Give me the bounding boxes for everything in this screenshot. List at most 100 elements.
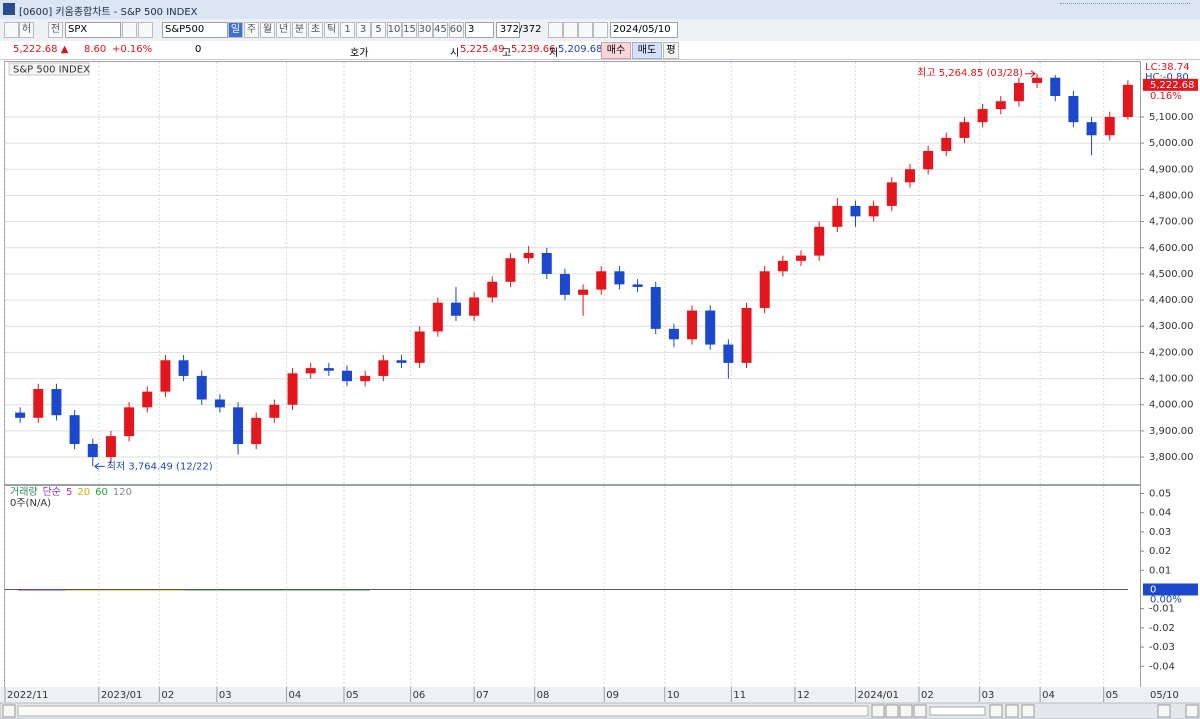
candle-body: [650, 286, 661, 329]
y-tick-label: 4,900.00: [1149, 164, 1194, 175]
market-button[interactable]: 전: [48, 22, 63, 38]
low-annotation: 최저 3,764.49 (12/22): [107, 460, 213, 472]
y-tick-label: 3,800.00: [1149, 452, 1194, 463]
candle-body: [342, 370, 353, 382]
type-button[interactable]: 허: [19, 22, 34, 38]
candle-body: [687, 310, 698, 340]
lc-label: LC:38.74: [1145, 62, 1190, 73]
save-button[interactable]: [578, 22, 593, 38]
quote-volume: 0: [195, 44, 202, 55]
avg-button[interactable]: 평: [663, 42, 679, 59]
period-button[interactable]: 초: [308, 22, 323, 38]
period-button[interactable]: 분: [292, 22, 307, 38]
name-input[interactable]: S&P500: [162, 22, 228, 38]
date-input[interactable]: 2024/05/10: [610, 22, 678, 38]
last-price-box: [1143, 78, 1198, 91]
legend-entry: 20: [77, 487, 90, 498]
candle-body: [977, 109, 988, 123]
y-tick-label: 0.01: [1149, 565, 1171, 576]
background: [0, 60, 1200, 719]
order-book-label: 호가: [350, 48, 369, 59]
sound-button[interactable]: [138, 22, 153, 38]
count-select[interactable]: 3: [465, 22, 494, 38]
candle-body: [269, 404, 280, 418]
interval-button[interactable]: 30: [417, 22, 433, 38]
scroll-left[interactable]: [2, 704, 16, 718]
x-tick-label: 02: [161, 690, 174, 701]
legend-entry: 5: [66, 487, 72, 498]
y-tick-label: -0.03: [1149, 642, 1175, 653]
window-controls[interactable]: [1060, 3, 1190, 16]
x-axis-strip: [0, 687, 1200, 703]
interval-button[interactable]: 5: [371, 22, 386, 38]
nav-button[interactable]: [913, 704, 927, 718]
y-tick-label: -0.02: [1149, 623, 1175, 634]
zoom-in[interactable]: [1185, 704, 1199, 718]
candle-body: [796, 255, 807, 261]
candle-body: [941, 137, 952, 151]
interval-button[interactable]: 60: [448, 22, 464, 38]
interval-button[interactable]: 3: [355, 22, 371, 38]
period-button[interactable]: 일: [228, 22, 243, 38]
last-date-label: 05/10: [1150, 690, 1179, 701]
scroll-thumb[interactable]: [17, 705, 869, 717]
candle-body: [850, 205, 861, 217]
candle-body: [178, 360, 189, 376]
zoom-slider[interactable]: [929, 706, 986, 716]
y-tick-label: 4,300.00: [1149, 321, 1194, 332]
y-tick-label: 5,100.00: [1149, 112, 1194, 123]
last-change: 0.16%: [1150, 91, 1182, 102]
tool-button[interactable]: [989, 704, 1003, 718]
candle-body: [287, 373, 298, 405]
tool-button[interactable]: [1005, 704, 1019, 718]
period-button[interactable]: 월: [260, 22, 275, 38]
period-button[interactable]: 년: [276, 22, 291, 38]
interval-button[interactable]: 1: [340, 22, 355, 38]
candle-body: [305, 368, 316, 374]
period-button[interactable]: 주: [244, 22, 259, 38]
candle-body: [87, 443, 98, 458]
search-button[interactable]: [122, 22, 137, 38]
y-tick-label: -0.01: [1149, 604, 1175, 615]
zero-box: [1143, 583, 1198, 596]
tool-button[interactable]: [563, 22, 578, 38]
nav-button[interactable]: [885, 704, 899, 718]
candle-body: [759, 271, 770, 308]
candle-body: [904, 169, 915, 183]
interval-button[interactable]: 45: [433, 22, 448, 38]
candle-body: [33, 389, 44, 418]
nav-button[interactable]: [871, 704, 885, 718]
zero-label: 0: [1150, 584, 1156, 595]
count-total: /372: [519, 24, 542, 35]
candle-body: [142, 391, 153, 408]
x-tick-label: 07: [476, 690, 489, 701]
count-input[interactable]: 372: [496, 22, 520, 38]
candle-body: [323, 368, 334, 371]
candle-body: [705, 310, 716, 345]
x-tick-label: 10: [667, 690, 680, 701]
tool-button[interactable]: [548, 22, 563, 38]
candle-body: [160, 360, 171, 392]
settings-button[interactable]: [593, 22, 608, 38]
buy-button[interactable]: 매수: [601, 42, 631, 59]
hc-label: HC:-0.80: [1145, 72, 1189, 83]
text-tool[interactable]: [1157, 704, 1171, 718]
candle-body: [523, 252, 534, 259]
sell-button[interactable]: 매도: [632, 42, 662, 59]
period-button[interactable]: 틱: [324, 22, 339, 38]
menu-button[interactable]: [4, 22, 19, 38]
toolbar: 허 전 SPX S&P500 일 주 월 년 분 초 틱 1 3 5 10 15 30 45 60 3 37…: [0, 19, 1200, 42]
quote-bar: 5,222.68 ▲ 8.60 +0.16% 0 호가 시 5,225.49 고…: [0, 41, 1200, 60]
candle-body: [214, 399, 225, 408]
tool-button[interactable]: [1021, 704, 1035, 718]
interval-button[interactable]: 15: [402, 22, 417, 38]
code-input[interactable]: SPX: [65, 22, 121, 38]
price-panel: [4, 61, 1141, 485]
interval-button[interactable]: 10: [386, 22, 402, 38]
y-tick-label: 4,000.00: [1149, 400, 1194, 411]
low-label: 저: [549, 48, 559, 59]
nav-button[interactable]: [899, 704, 913, 718]
x-tick-label: 04: [288, 690, 301, 701]
x-tick-label: 04: [1042, 690, 1055, 701]
